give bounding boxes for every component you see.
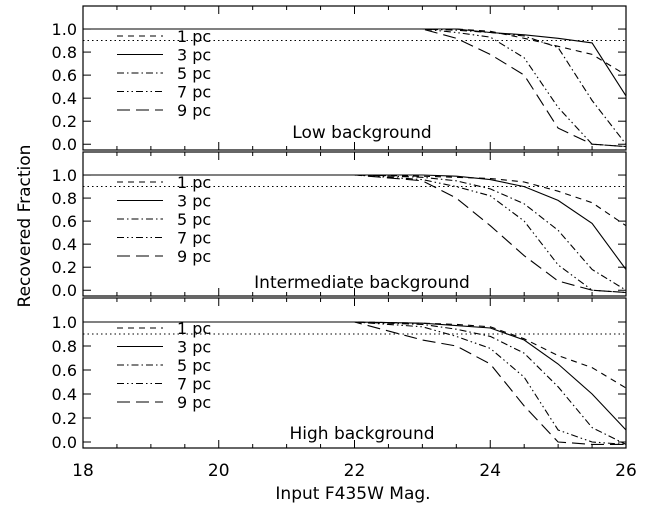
y-tick-label: 0.2: [52, 258, 77, 277]
legend-label: 3 pc: [177, 338, 211, 357]
y-tick-label: 0.8: [52, 337, 77, 356]
panel: 0.0 0.2 0.4 0.6 0.8 1.0 1 pc3 pc5 pc7 pc9 pc In…: [52, 151, 627, 300]
x-tick-label: 26: [615, 461, 637, 481]
x-tick-labels: 18 20 22 24 26: [72, 461, 637, 481]
legend-label: 9 pc: [177, 247, 211, 266]
y-tick-label: 0.0: [52, 135, 77, 154]
series-line: [83, 174, 627, 270]
y-tick-label: 0.6: [52, 212, 77, 231]
y-tick-label: 0.6: [52, 361, 77, 380]
legend-label: 7 pc: [177, 83, 211, 102]
panel: 0.0 0.2 0.4 0.6 0.8 1.0 1 pc3 pc5 pc7 pc9 pc Lo…: [52, 5, 627, 154]
series-line: [83, 28, 627, 97]
y-tick-label: 0.6: [52, 66, 77, 85]
series-line: [83, 321, 627, 389]
legend-label: 3 pc: [177, 46, 211, 65]
series-line: [83, 28, 627, 148]
series-line: [83, 174, 627, 291]
series-line: [83, 174, 627, 294]
legend-label: 5 pc: [177, 64, 211, 83]
y-tick-label: 0.4: [52, 235, 77, 254]
x-tick-label: 22: [344, 461, 366, 481]
y-tick-label: 0.0: [52, 281, 77, 300]
y-tick-label: 0.2: [52, 409, 77, 428]
panel-label: Intermediate background: [254, 273, 470, 293]
legend-label: 9 pc: [177, 101, 211, 120]
y-tick-label: 0.0: [52, 433, 77, 452]
x-tick-label: 18: [72, 461, 94, 481]
series-line: [83, 28, 627, 76]
series-line: [83, 321, 627, 431]
y-axis-label: Recovered Fraction: [15, 145, 35, 308]
legend-label: 5 pc: [177, 210, 211, 229]
panel: 0.0 0.2 0.4 0.6 0.8 1.0 1 pc3 pc5 pc7 pc9 pc Hi…: [52, 297, 627, 452]
series-line: [83, 321, 627, 445]
legend-label: 1 pc: [177, 27, 211, 46]
x-tick-label: 24: [479, 461, 501, 481]
legend-label: 7 pc: [177, 229, 211, 248]
y-tick-label: 0.4: [52, 89, 77, 108]
legend-label: 3 pc: [177, 192, 211, 211]
y-tick-label: 0.4: [52, 385, 77, 404]
series-line: [83, 174, 627, 227]
legend-label: 7 pc: [177, 375, 211, 394]
y-tick-label: 1.0: [52, 20, 77, 39]
y-tick-label: 0.8: [52, 43, 77, 62]
x-axis-label: Input F435W Mag.: [275, 484, 430, 504]
legend-label: 5 pc: [177, 356, 211, 375]
y-tick-label: 1.0: [52, 313, 77, 332]
series-line: [83, 321, 626, 445]
y-tick-label: 0.2: [52, 112, 77, 131]
panel-label: Low background: [292, 123, 431, 143]
y-tick-label: 0.8: [52, 189, 77, 208]
legend-label: 9 pc: [177, 393, 211, 412]
panel-label: High background: [289, 424, 434, 444]
y-tick-label: 1.0: [52, 166, 77, 185]
x-tick-label: 20: [208, 461, 230, 481]
series-line: [83, 321, 627, 445]
legend-label: 1 pc: [177, 173, 211, 192]
series-line: [83, 174, 627, 294]
legend-label: 1 pc: [177, 319, 211, 338]
